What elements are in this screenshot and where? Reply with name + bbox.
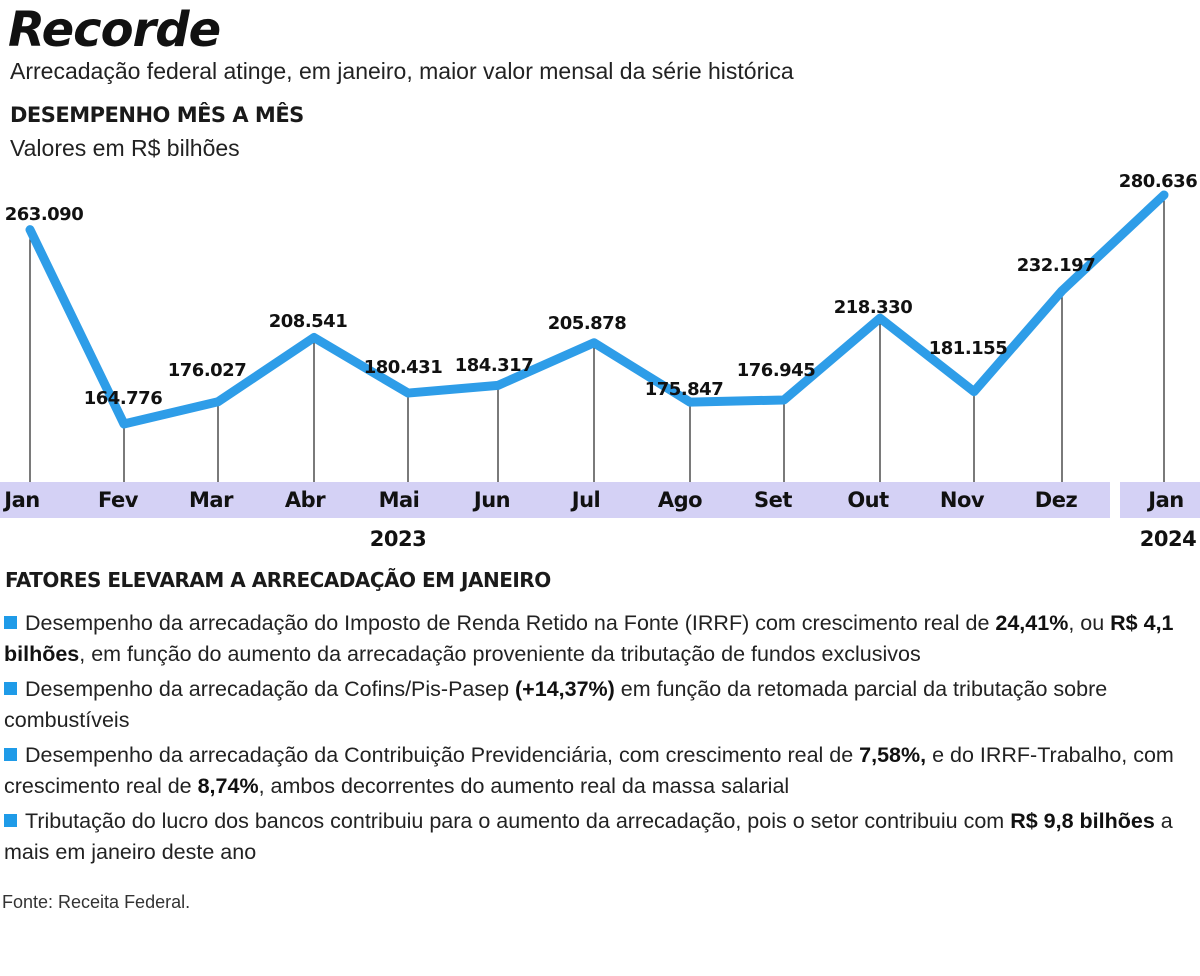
factor-highlight: R$ 4,1 bilhões: [4, 611, 1174, 666]
section-title: DESEMPENHO MÊS A MÊS: [10, 103, 304, 127]
data-point-0: [26, 225, 34, 234]
factor-item-4: Tributação do lucro dos bancos contribui…: [4, 806, 1194, 868]
factor-highlight: (+14,37%): [515, 677, 615, 701]
category-label-7: Ago: [658, 488, 702, 512]
category-label-8: Set: [754, 488, 792, 512]
category-label-11: Dez: [1035, 488, 1078, 512]
category-label-10: Nov: [940, 488, 985, 512]
value-label-6: 205.878: [548, 313, 626, 334]
value-label-9: 218.330: [834, 297, 912, 318]
series-line: [25, 190, 1169, 429]
value-label-10: 181.155: [929, 338, 1007, 359]
factor-text: , ou: [1068, 611, 1111, 635]
category-label-5: Jun: [472, 488, 510, 512]
category-label-1: Fev: [98, 488, 139, 512]
factor-item-3: Desempenho da arrecadação da Contribuiçã…: [4, 740, 1194, 802]
category-label-3: Abr: [285, 488, 326, 512]
factor-highlight: 24,41%: [995, 611, 1069, 635]
bullet-square-icon: [4, 814, 17, 827]
factor-text: e do IRRF-Trabalho, com crescimento real…: [4, 743, 1174, 798]
category-label-12: Jan: [1146, 488, 1183, 512]
value-label-8: 176.945: [737, 360, 815, 381]
factors-title: FATORES ELEVARAM A ARRECADAÇÃO EM JANEIR…: [5, 568, 551, 592]
factor-text: em função da retomada parcial da tributa…: [4, 677, 1108, 732]
factors-list: Desempenho da arrecadação do Imposto de …: [4, 608, 1194, 872]
category-label-2: Mar: [189, 488, 234, 512]
factor-text: , ambos decorrentes do aumento real da m…: [258, 774, 790, 798]
data-point-5: [494, 381, 502, 390]
line-chart: 263.090 164.776 176.027 208.541 180.431 184.3…: [0, 171, 1200, 551]
value-label-12: 280.636: [1119, 171, 1197, 192]
bullet-square-icon: [4, 682, 17, 695]
data-point-4: [404, 389, 412, 398]
data-point-7: [686, 398, 694, 407]
factor-text: Desempenho da arrecadação da Contribuiçã…: [25, 743, 860, 767]
category-label-0: Jan: [2, 488, 39, 512]
data-point-1: [120, 420, 128, 428]
bullet-square-icon: [4, 616, 17, 629]
factor-item-1: Desempenho da arrecadação do Imposto de …: [4, 608, 1194, 670]
data-point-3: [310, 333, 318, 342]
data-point-2: [214, 397, 222, 406]
data-point-6: [590, 338, 598, 347]
data-point-12: [1160, 191, 1168, 199]
factor-text: Desempenho da arrecadação do Imposto de …: [25, 611, 996, 635]
factor-text: , em função do aumento da arrecadação pr…: [79, 642, 921, 666]
value-label-3: 208.541: [269, 311, 347, 332]
factor-text: a mais em janeiro deste ano: [4, 809, 1173, 864]
factor-highlight: R$ 9,8 bilhões: [1010, 809, 1155, 833]
value-label-2: 176.027: [168, 360, 246, 381]
value-label-7: 175.847: [645, 379, 723, 400]
data-point-9: [876, 314, 884, 323]
axis-band-2024: [1120, 482, 1200, 518]
factor-text: Tributação do lucro dos bancos contribui…: [25, 809, 1011, 833]
value-label-11: 232.197: [1017, 255, 1095, 276]
chart-title: Recorde: [8, 2, 221, 58]
value-label-5: 184.317: [455, 355, 533, 376]
value-label-0: 263.090: [5, 204, 83, 225]
data-point-10: [970, 387, 978, 396]
value-label-1: 164.776: [84, 388, 162, 409]
unit-label: Valores em R$ bilhões: [10, 135, 240, 161]
category-label-9: Out: [847, 488, 889, 512]
source-note: Fonte: Receita Federal.: [2, 892, 191, 912]
factor-highlight: 8,74%: [197, 774, 259, 798]
factor-highlight: 7,58%,: [859, 743, 927, 767]
axis-band-2023: [0, 482, 1110, 518]
value-label-4: 180.431: [364, 357, 442, 378]
factor-item-2: Desempenho da arrecadação da Cofins/Pis-…: [4, 674, 1194, 736]
category-label-4: Mai: [379, 488, 420, 512]
year-label-2024: 2024: [1140, 527, 1196, 551]
chart-subtitle: Arrecadação federal atinge, em janeiro, …: [10, 58, 794, 84]
bullet-square-icon: [4, 748, 17, 761]
factor-text: Desempenho da arrecadação da Cofins/Pis-…: [25, 677, 516, 701]
data-point-11: [1058, 286, 1066, 295]
year-label-2023: 2023: [370, 527, 426, 551]
category-label-6: Jul: [570, 488, 600, 512]
data-point-8: [780, 395, 788, 404]
